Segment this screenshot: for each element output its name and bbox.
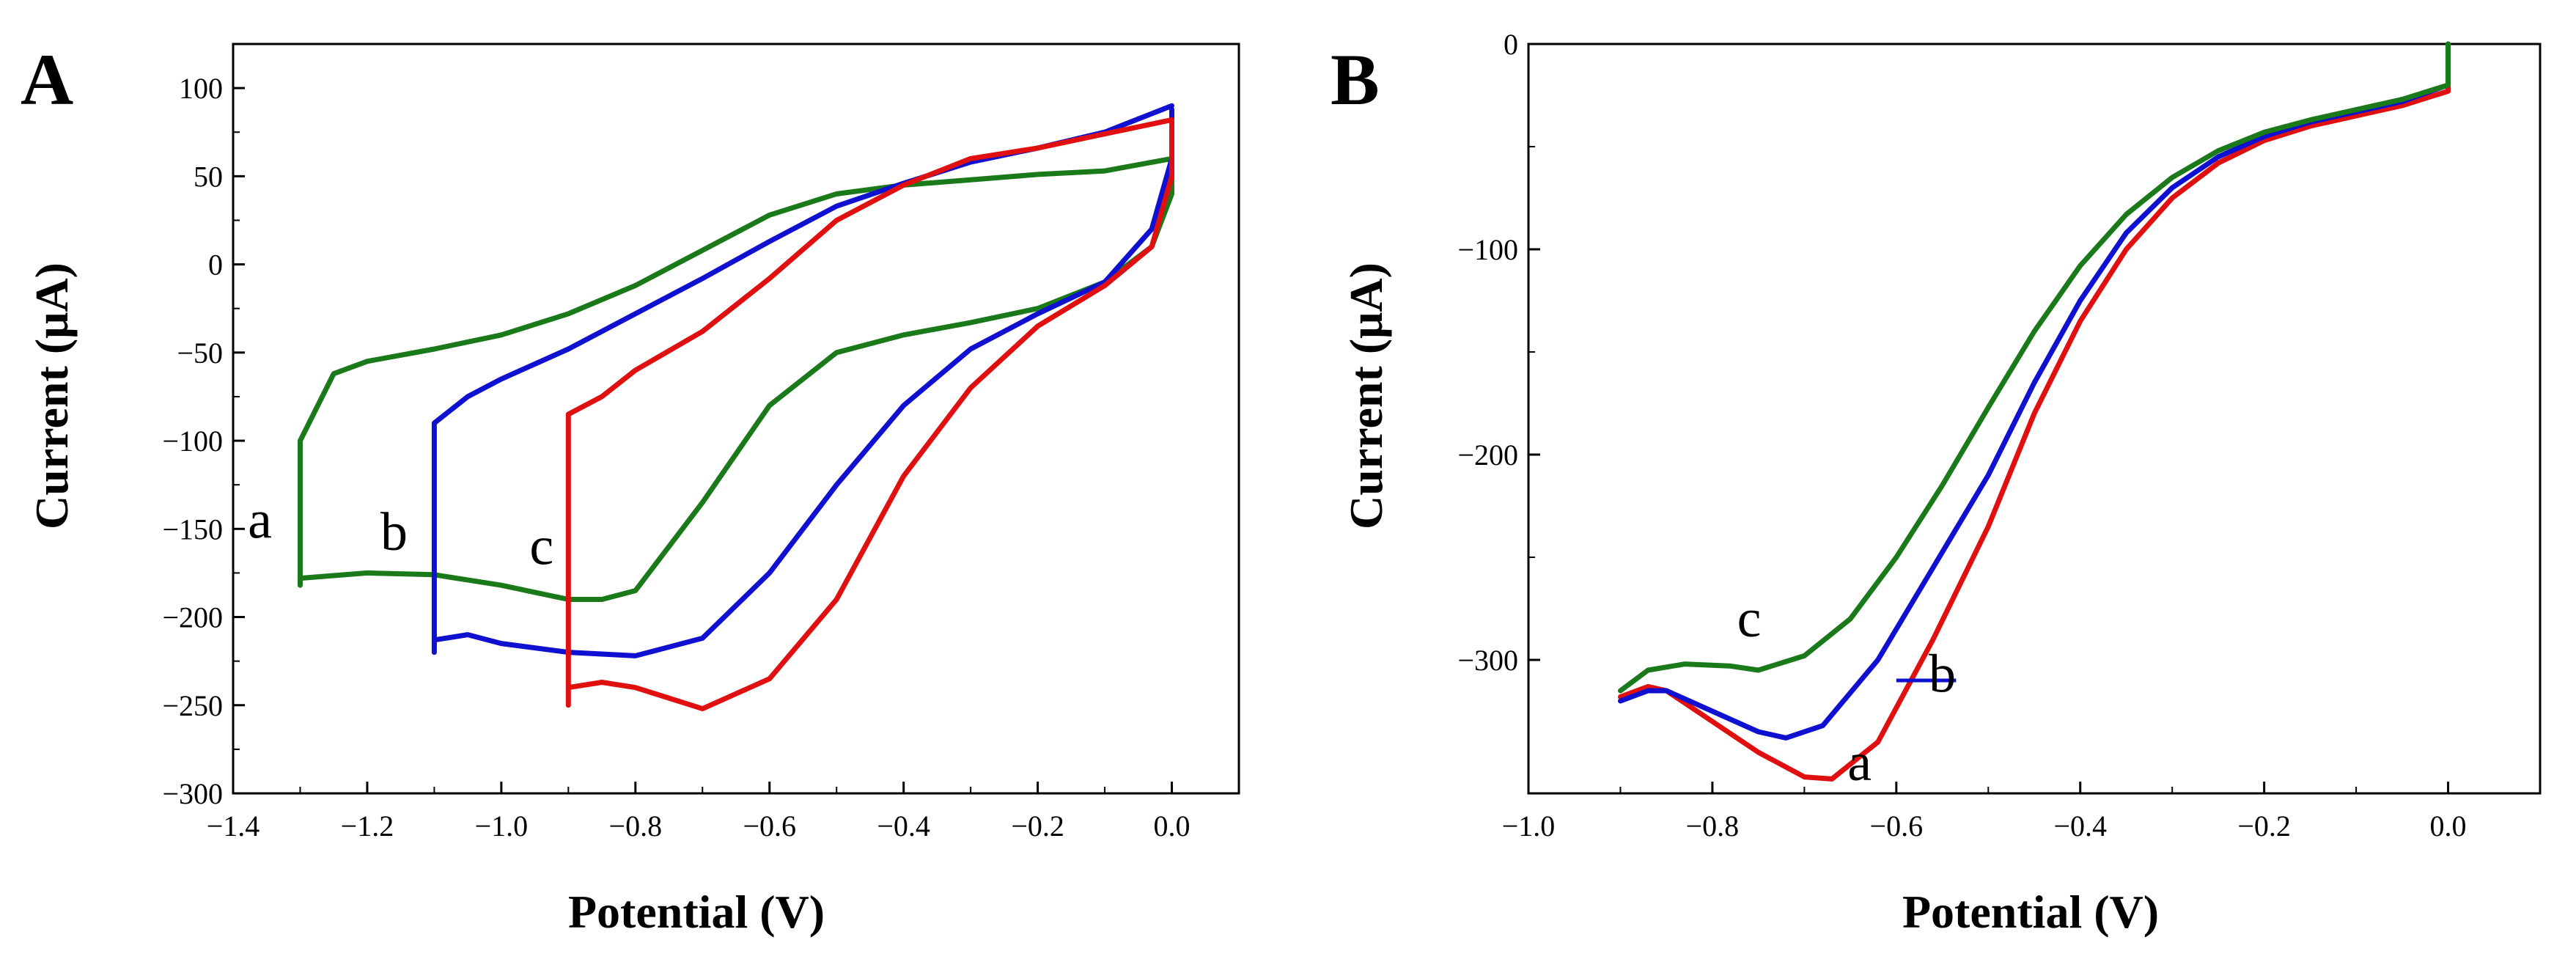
panel-b-y-tick-label: −300 xyxy=(1457,644,1518,677)
panel-a-y-axis-title: Current (μA) xyxy=(26,262,78,529)
panel-b-y-tick-label: 0 xyxy=(1504,28,1518,61)
panel-a-x-tick-label: −0.2 xyxy=(1011,809,1064,842)
panel-a-y-tick-label: −150 xyxy=(162,513,223,546)
panel-b-x-axis-title: Potential (V) xyxy=(1902,886,2159,938)
panel-a-x-axis-title: Potential (V) xyxy=(568,886,825,938)
panel-b-plot-frame xyxy=(1527,43,2542,795)
panel-a-y-tick-label: 50 xyxy=(194,160,223,193)
panel-a-x-tick-label: −0.6 xyxy=(743,809,796,842)
panel-a-x-tick-label: −1.4 xyxy=(207,809,260,842)
panel-a-x-tick-label: −0.4 xyxy=(877,809,930,842)
panel-a-curve-label-a: a xyxy=(248,490,272,550)
panel-a-x-tick-label: −1.0 xyxy=(475,809,529,842)
panel-b-x-tick-label: −0.2 xyxy=(2237,809,2291,842)
panel-a-x-tick-label: −0.8 xyxy=(609,809,663,842)
panel-a-x-tick-label: 0.0 xyxy=(1154,809,1191,842)
panel-a-y-tick-label: −250 xyxy=(162,689,223,722)
panel-a-x-tick-label: −1.2 xyxy=(341,809,394,842)
panel-b-curve-label-c: c xyxy=(1737,589,1762,649)
panel-b-x-tick-label: −0.6 xyxy=(1870,809,1924,842)
panel-b-x-tick-label: 0.0 xyxy=(2430,809,2467,842)
panel-a-y-tick-label: −50 xyxy=(177,337,223,370)
panel-b-y-tick-label: −100 xyxy=(1457,233,1518,266)
panel-a-curve-label-b: b xyxy=(380,502,408,562)
panel-b-x-tick-label: −0.8 xyxy=(1686,809,1740,842)
panel-b-series-c-line xyxy=(1618,41,2451,694)
panel-b-y-axis-title: Current (μA) xyxy=(1340,262,1392,529)
panel-b-curve-label-a: a xyxy=(1847,732,1872,793)
panel-b-x-tick-label: −0.4 xyxy=(2053,809,2107,842)
panel-a-label: A xyxy=(21,39,73,120)
panel-a-y-tick-label: −100 xyxy=(162,425,223,458)
panel-b: B Current (μA) Potential (V) −1.0 −0.8 −0.… xyxy=(1331,28,2542,938)
panel-a-series-a-line xyxy=(298,155,1174,602)
panel-b-x-tick-label: −1.0 xyxy=(1502,809,1556,842)
panel-a-y-tick-label: −200 xyxy=(162,601,223,634)
panel-a: A Current (μA) Potential (V) −1.4 −1.2 −1.… xyxy=(21,39,1240,938)
panel-a-y-tick-label: −300 xyxy=(162,777,223,810)
panel-a-y-tick-label: 100 xyxy=(179,72,223,105)
panel-b-label: B xyxy=(1331,39,1380,120)
panel-b-curve-label-b: b xyxy=(1929,645,1956,705)
panel-a-plot-frame xyxy=(232,43,1240,795)
panel-b-series-a-line xyxy=(1618,41,2451,782)
panel-b-y-tick-label: −200 xyxy=(1457,438,1518,471)
panel-a-curve-label-c: c xyxy=(529,516,553,576)
panel-a-series-b-line xyxy=(431,103,1174,658)
panel-a-series-c-line xyxy=(565,117,1174,712)
panel-a-y-tick-label: 0 xyxy=(208,249,223,282)
